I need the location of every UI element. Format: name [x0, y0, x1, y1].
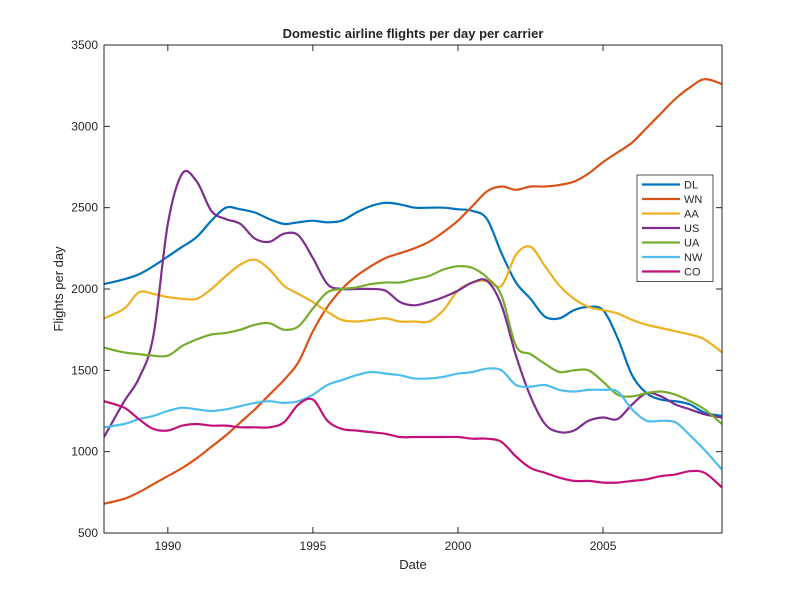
x-axis-label: Date	[399, 557, 426, 572]
series-line-nw	[104, 367, 722, 471]
plot-area	[104, 45, 722, 533]
legend-label-nw: NW	[684, 252, 703, 264]
x-tick-label-1990: 1990	[154, 539, 181, 553]
series-line-us	[104, 169, 722, 439]
series-line-dl	[104, 201, 722, 417]
axes: 1990 1995 2000 2005 500 1000 1500 2000 2500 3000 3…	[71, 38, 723, 553]
y-tick-label-1500: 1500	[71, 363, 98, 377]
series-line-ua	[104, 265, 722, 426]
y-tick-label-3000: 3000	[71, 119, 98, 133]
y-tick-label-1000: 1000	[71, 445, 98, 459]
series-line-wn	[104, 78, 722, 505]
series-lines	[104, 78, 722, 505]
y-tick-label-3500: 3500	[71, 38, 98, 52]
series-line-co	[104, 397, 722, 489]
legend-label-ua: UA	[684, 238, 700, 250]
y-tick-label-2000: 2000	[71, 282, 98, 296]
y-axis-label: Flights per day	[51, 246, 66, 332]
y-tick-label-500: 500	[78, 526, 98, 540]
x-tick-label-1995: 1995	[300, 539, 327, 553]
x-tick-label-2005: 2005	[590, 539, 617, 553]
series-line-aa	[104, 245, 722, 354]
legend-label-co: CO	[684, 267, 701, 279]
legend-label-wn: WN	[684, 194, 702, 206]
legend-label-us: US	[684, 223, 699, 235]
y-tick-label-2500: 2500	[71, 201, 98, 215]
legend: DL WN AA US UA NW CO	[636, 174, 714, 282]
chart-title: Domestic airline flights per day per car…	[283, 26, 544, 41]
x-tick-label-2000: 2000	[445, 539, 472, 553]
legend-label-aa: AA	[684, 209, 699, 221]
legend-label-dl: DL	[684, 180, 698, 192]
